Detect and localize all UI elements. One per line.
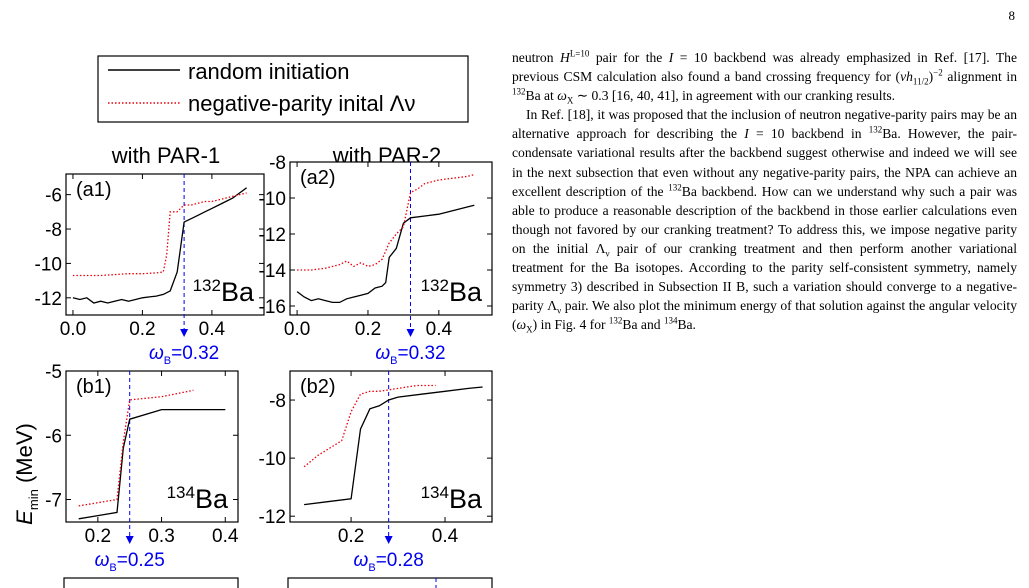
y-tick-label: -12	[35, 289, 62, 310]
legend-label-negative-parity: negative-parity inital Λν	[188, 91, 415, 116]
panel-b2-frame	[289, 370, 493, 523]
panel-tag: (a1)	[76, 179, 112, 201]
x-tick-label: 0.2	[338, 526, 364, 547]
omega-b-marker-label: ωB=0.32	[375, 343, 445, 367]
y-tick-label: -8	[269, 153, 286, 174]
panel-tag: (b1)	[76, 376, 112, 398]
x-tick-label: 0.4	[212, 526, 239, 547]
panel-b1: 0.2 0.3 0.4 -7 -6 -5 ωB=0.25 (b1) 134Ba	[45, 362, 239, 574]
y-axis-label: Emin (MeV)	[12, 423, 41, 525]
panel-tag: (b2)	[300, 376, 336, 398]
y-tick-label: -10	[259, 449, 286, 470]
x-tick-label: 0.0	[60, 319, 86, 340]
panel-a1-frame	[65, 173, 265, 316]
x-tick-label: 0.4	[199, 319, 226, 340]
omega-b-marker-label: ωB=0.28	[354, 550, 424, 574]
panel-a1: 0.0 0.2 0.4 -12 -10 -8 -6 ωB=0.32 (a1) 132Ba	[35, 173, 265, 367]
legend-label-random: random initiation	[188, 59, 349, 84]
x-tick-label: 0.3	[148, 526, 174, 547]
y-tick-label: -14	[259, 261, 287, 282]
x-tick-label: 0.4	[426, 319, 453, 340]
omega-b-marker-arrow	[384, 536, 393, 544]
omega-b-marker-arrow	[180, 329, 189, 337]
nucleus-label: 134Ba	[167, 483, 229, 514]
series-random-initiation	[78, 408, 226, 520]
y-tick-label: -5	[45, 362, 62, 383]
nucleus-label: 132Ba	[193, 276, 255, 307]
y-tick-label: -6	[45, 186, 62, 207]
paragraph-2: In Ref. [18], it was proposed that the i…	[512, 107, 1017, 336]
x-tick-label: 0.0	[284, 319, 310, 340]
page-number: 8	[1008, 8, 1016, 23]
y-tick-label: -8	[45, 220, 62, 241]
panel-a2: 0.0 0.2 0.4 -16 -14 -12 -10 -8 ωB=0.32 (a2) 132Ba	[259, 153, 493, 367]
legend-box: random initiation negative-parity inital…	[97, 55, 469, 123]
omega-b-marker-label: ωB=0.32	[149, 343, 219, 367]
nucleus-label: 132Ba	[421, 276, 483, 307]
series-negative-parity	[72, 192, 247, 277]
x-tick-label: 0.2	[355, 319, 381, 340]
y-tick-label: -8	[269, 391, 286, 412]
panel-b2: 0.2 0.4 -12 -10 -8 ωB=0.28 (b2) 134Ba	[259, 370, 493, 574]
omega-b-marker-label: ωB=0.25	[95, 550, 165, 574]
x-tick-label: 0.2	[85, 526, 111, 547]
series-random-initiation	[296, 204, 475, 304]
figure: random initiation negative-parity inital…	[12, 55, 493, 588]
y-tick-label: -10	[35, 254, 62, 275]
y-tick-label: -12	[259, 507, 286, 528]
y-tick-label: -10	[259, 189, 286, 210]
series-random-initiation	[72, 187, 247, 304]
y-tick-label: -12	[259, 225, 286, 246]
y-tick-label: -16	[259, 297, 286, 318]
series-negative-parity	[303, 384, 436, 468]
panel-c2-frame-partial	[287, 577, 493, 588]
panel-c1-frame-partial	[63, 577, 239, 588]
body-text: neutron HL=10 pair for the I = 10 backbe…	[512, 48, 1018, 336]
x-tick-label: 0.4	[432, 526, 459, 547]
panel-a2-frame	[289, 161, 493, 316]
nucleus-label: 134Ba	[421, 483, 483, 514]
column-title-par1: with PAR-1	[111, 143, 220, 168]
panel-tag: (a2)	[300, 167, 336, 189]
series-random-initiation	[304, 386, 483, 506]
paragraph-1: neutron HL=10 pair for the I = 10 backbe…	[512, 48, 1018, 106]
y-tick-label: -6	[45, 426, 62, 447]
svg-text:Emin (MeV): Emin (MeV)	[12, 423, 41, 525]
omega-b-marker-arrow	[125, 536, 134, 544]
x-tick-label: 0.2	[129, 319, 155, 340]
panel-b1-frame	[65, 370, 239, 523]
omega-b-marker-arrow	[406, 329, 415, 337]
y-tick-label: -7	[45, 491, 62, 512]
